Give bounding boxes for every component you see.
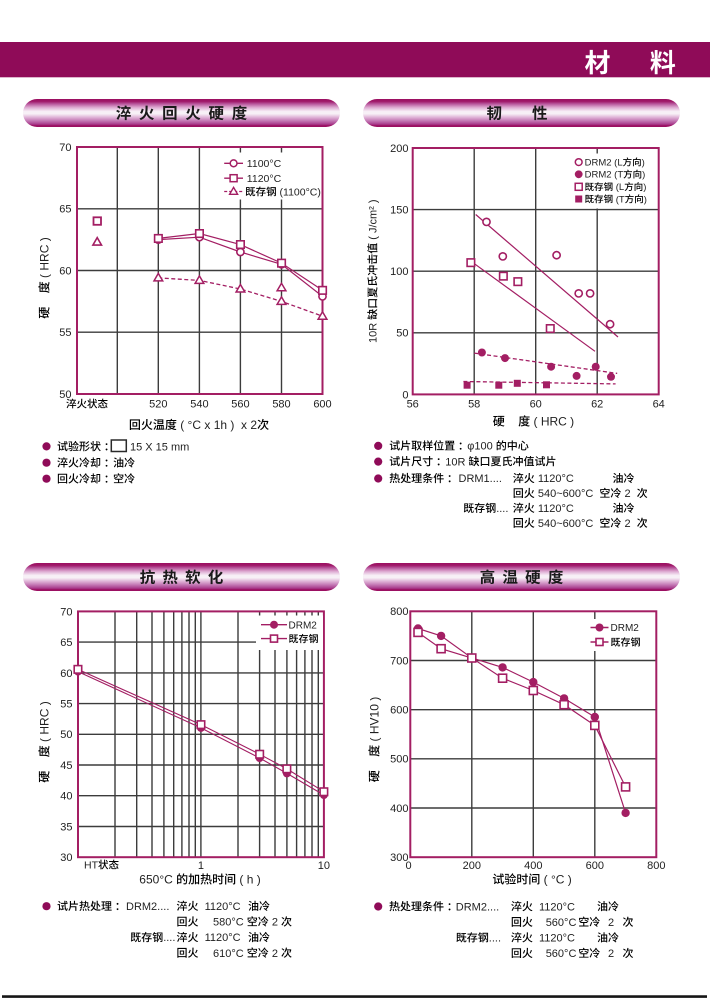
- svg-text:40: 40: [60, 791, 72, 803]
- svg-text:65: 65: [59, 204, 71, 216]
- svg-text:400: 400: [524, 860, 542, 872]
- svg-text:55: 55: [59, 327, 71, 339]
- svg-text:60: 60: [530, 399, 542, 411]
- svg-text:DRM2: DRM2: [289, 620, 318, 631]
- svg-text:1120°C: 1120°C: [533, 933, 575, 945]
- svg-text:540~600°C: 540~600°C: [535, 518, 600, 530]
- svg-text:DRM2 (L: DRM2 (L: [585, 158, 623, 169]
- svg-text:(L: (L: [613, 182, 624, 193]
- svg-text:): ): [643, 182, 646, 193]
- svg-text:50: 50: [396, 328, 408, 340]
- svg-text:10R: 10R: [445, 456, 468, 468]
- svg-text:600: 600: [390, 705, 408, 717]
- svg-text:45: 45: [60, 760, 72, 772]
- svg-text:62: 62: [591, 399, 603, 411]
- svg-text:DRM2....: DRM2....: [456, 901, 499, 913]
- svg-text:DRM2 (T: DRM2 (T: [585, 170, 624, 181]
- svg-text:DRM2....: DRM2....: [126, 901, 169, 913]
- svg-text:1120°C: 1120°C: [247, 173, 282, 185]
- svg-text:65: 65: [60, 637, 72, 649]
- svg-text:60: 60: [59, 265, 71, 277]
- svg-text:55: 55: [60, 699, 72, 711]
- svg-text:( HRC ): ( HRC ): [530, 415, 574, 429]
- svg-text:1: 1: [198, 860, 204, 872]
- svg-text:70: 70: [60, 606, 72, 618]
- svg-text:10: 10: [318, 860, 330, 872]
- svg-text:650°C: 650°C: [139, 873, 176, 887]
- svg-text:500: 500: [390, 754, 408, 766]
- svg-text:50: 50: [60, 729, 72, 741]
- svg-text:30: 30: [60, 852, 72, 864]
- svg-text:( h ): ( h ): [236, 873, 261, 887]
- svg-text:60: 60: [60, 668, 72, 680]
- svg-text:2: 2: [269, 917, 281, 929]
- svg-text:): ): [642, 170, 645, 181]
- svg-text:560°C: 560°C: [546, 917, 577, 929]
- svg-text:540~600°C: 540~600°C: [535, 488, 600, 500]
- svg-text:300: 300: [390, 852, 408, 864]
- svg-text:....: ....: [496, 503, 508, 515]
- svg-text:35: 35: [60, 821, 72, 833]
- svg-text:....: ....: [163, 932, 175, 944]
- svg-text:200: 200: [463, 860, 481, 872]
- svg-text:DRM1....: DRM1....: [459, 473, 502, 485]
- svg-text:560°C: 560°C: [546, 948, 577, 960]
- svg-text:2: 2: [608, 948, 614, 960]
- svg-text:560: 560: [231, 399, 249, 411]
- svg-text:50: 50: [59, 389, 71, 401]
- svg-text:....: ....: [489, 933, 501, 945]
- svg-text:( HV10 ): ( HV10 ): [368, 697, 382, 745]
- svg-text:): ): [644, 194, 647, 205]
- svg-text:HT: HT: [84, 860, 99, 872]
- svg-text:2: 2: [621, 488, 636, 500]
- svg-text:200: 200: [390, 143, 408, 155]
- svg-text:( HRC ): ( HRC ): [38, 237, 52, 281]
- svg-text:1100°C: 1100°C: [247, 158, 282, 170]
- svg-text:520: 520: [149, 399, 167, 411]
- svg-text:2: 2: [269, 948, 281, 960]
- svg-text:): ): [642, 158, 645, 169]
- svg-text:58: 58: [468, 399, 480, 411]
- svg-text:DRM2: DRM2: [611, 623, 640, 634]
- svg-text:580: 580: [272, 399, 290, 411]
- svg-text:70: 70: [59, 142, 71, 154]
- svg-text:φ100: φ100: [467, 441, 496, 453]
- svg-text:15 X 15 mm: 15 X 15 mm: [130, 441, 189, 453]
- svg-text:800: 800: [647, 860, 665, 872]
- svg-text:64: 64: [653, 399, 665, 411]
- svg-text:600: 600: [313, 399, 331, 411]
- svg-text:2: 2: [608, 917, 614, 929]
- svg-text:( °C x 1h ) x 2: ( °C x 1h ) x 2: [177, 418, 257, 432]
- svg-text:10R: 10R: [368, 320, 380, 343]
- svg-text:1120°C: 1120°C: [535, 503, 574, 515]
- svg-text:( J/cm² ): ( J/cm² ): [368, 199, 380, 242]
- svg-text:150: 150: [390, 205, 408, 217]
- svg-text:540: 540: [190, 399, 208, 411]
- svg-text:400: 400: [390, 803, 408, 815]
- svg-text:580°C: 580°C: [213, 917, 247, 929]
- svg-text:1120°C: 1120°C: [533, 901, 575, 913]
- svg-text:1120°C: 1120°C: [199, 932, 241, 944]
- svg-text:700: 700: [390, 655, 408, 667]
- svg-text:610°C: 610°C: [213, 948, 247, 960]
- svg-text:1120°C: 1120°C: [535, 473, 574, 485]
- svg-text:600: 600: [586, 860, 604, 872]
- svg-text:56: 56: [407, 399, 419, 411]
- svg-text:1120°C: 1120°C: [199, 901, 241, 913]
- svg-text:( °C ): ( °C ): [540, 873, 571, 887]
- svg-text:100: 100: [390, 266, 408, 278]
- svg-text:800: 800: [390, 606, 408, 618]
- svg-text:0: 0: [402, 389, 408, 401]
- svg-text:(T: (T: [613, 194, 625, 205]
- svg-text:0: 0: [405, 860, 411, 872]
- svg-text:2: 2: [621, 518, 636, 530]
- svg-text:( HRC ): ( HRC ): [38, 701, 52, 745]
- svg-text:(1100°C): (1100°C): [277, 186, 321, 198]
